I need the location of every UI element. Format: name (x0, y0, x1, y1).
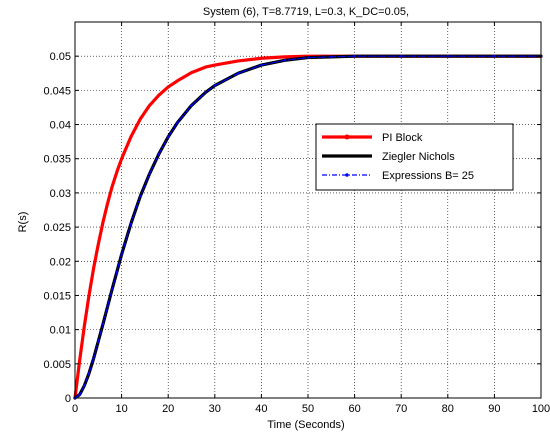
x-axis-title: Time (Seconds) (267, 419, 344, 431)
series-point (190, 104, 193, 107)
series-point (236, 72, 240, 75)
series-point (157, 152, 161, 156)
series-point (101, 322, 105, 326)
x-tick-label: 100 (532, 403, 550, 415)
series-point (87, 372, 91, 375)
series-point (446, 54, 449, 58)
x-tick-label: 40 (255, 403, 267, 415)
series-point (120, 253, 123, 256)
series-point (148, 172, 151, 175)
series-point (176, 121, 179, 124)
series-point (92, 357, 95, 360)
x-tick-label: 10 (115, 403, 127, 415)
y-tick-label: 0 (65, 393, 71, 405)
axis-ticks: 0 10 20 30 40 50 60 70 80 90 100 0 0.005 0.01 0.015 0.0… (43, 22, 550, 415)
y-tick-label: 0.025 (43, 222, 71, 234)
series-point (167, 135, 170, 139)
y-tick-label: 0.005 (43, 359, 71, 371)
y-tick-label: 0.015 (43, 290, 71, 302)
x-tick-label: 20 (162, 403, 174, 415)
plot-area (75, 22, 541, 398)
y-axis-title: R(s) (17, 212, 29, 233)
series-line (74, 55, 542, 399)
x-tick-label: 70 (395, 403, 407, 415)
x-tick-label: 30 (209, 403, 221, 415)
series-point (283, 59, 286, 62)
legend-box (315, 123, 514, 191)
series-point (78, 393, 81, 396)
y-tick-label: 0.04 (50, 120, 71, 132)
series-point (353, 54, 356, 58)
series-point (97, 340, 100, 343)
series-point (139, 195, 142, 198)
x-tick-label: 90 (488, 403, 500, 415)
series-point (306, 56, 310, 59)
legend-label: Ziegler Nichols (382, 151, 455, 163)
legend-marker (345, 173, 349, 177)
legend-label: Expressions B= 25 (382, 170, 474, 182)
y-tick-label: 0.045 (43, 85, 71, 97)
chart-title: System (6), T=8.7719, L=0.3, K_DC=0.05, (203, 6, 409, 18)
y-tick-label: 0.01 (50, 325, 71, 337)
series-point (204, 91, 207, 94)
y-tick-label: 0.02 (50, 256, 71, 268)
x-tick-label: 50 (302, 403, 314, 415)
series-point (115, 270, 119, 273)
series-point (83, 384, 86, 387)
legend: PI Block Ziegler Nichols Expressions B= 25 (315, 123, 514, 191)
x-tick-label: 60 (348, 403, 360, 415)
y-tick-label: 0.05 (50, 51, 71, 63)
series-point (106, 305, 109, 308)
x-tick-label: 80 (442, 403, 454, 415)
series-point (213, 84, 216, 87)
series-point (111, 287, 114, 290)
y-tick-label: 0.035 (43, 154, 71, 166)
y-tick-label: 0.03 (50, 188, 71, 200)
series-point (129, 222, 133, 225)
series-point (493, 54, 496, 58)
legend-marker (344, 134, 350, 140)
legend-label: PI Block (382, 132, 423, 144)
series-2 (73, 54, 543, 400)
series-point (400, 54, 403, 58)
x-tick-label: 0 (72, 403, 78, 415)
series-layer (73, 54, 543, 400)
series-point (330, 55, 333, 59)
series-point (260, 63, 263, 67)
